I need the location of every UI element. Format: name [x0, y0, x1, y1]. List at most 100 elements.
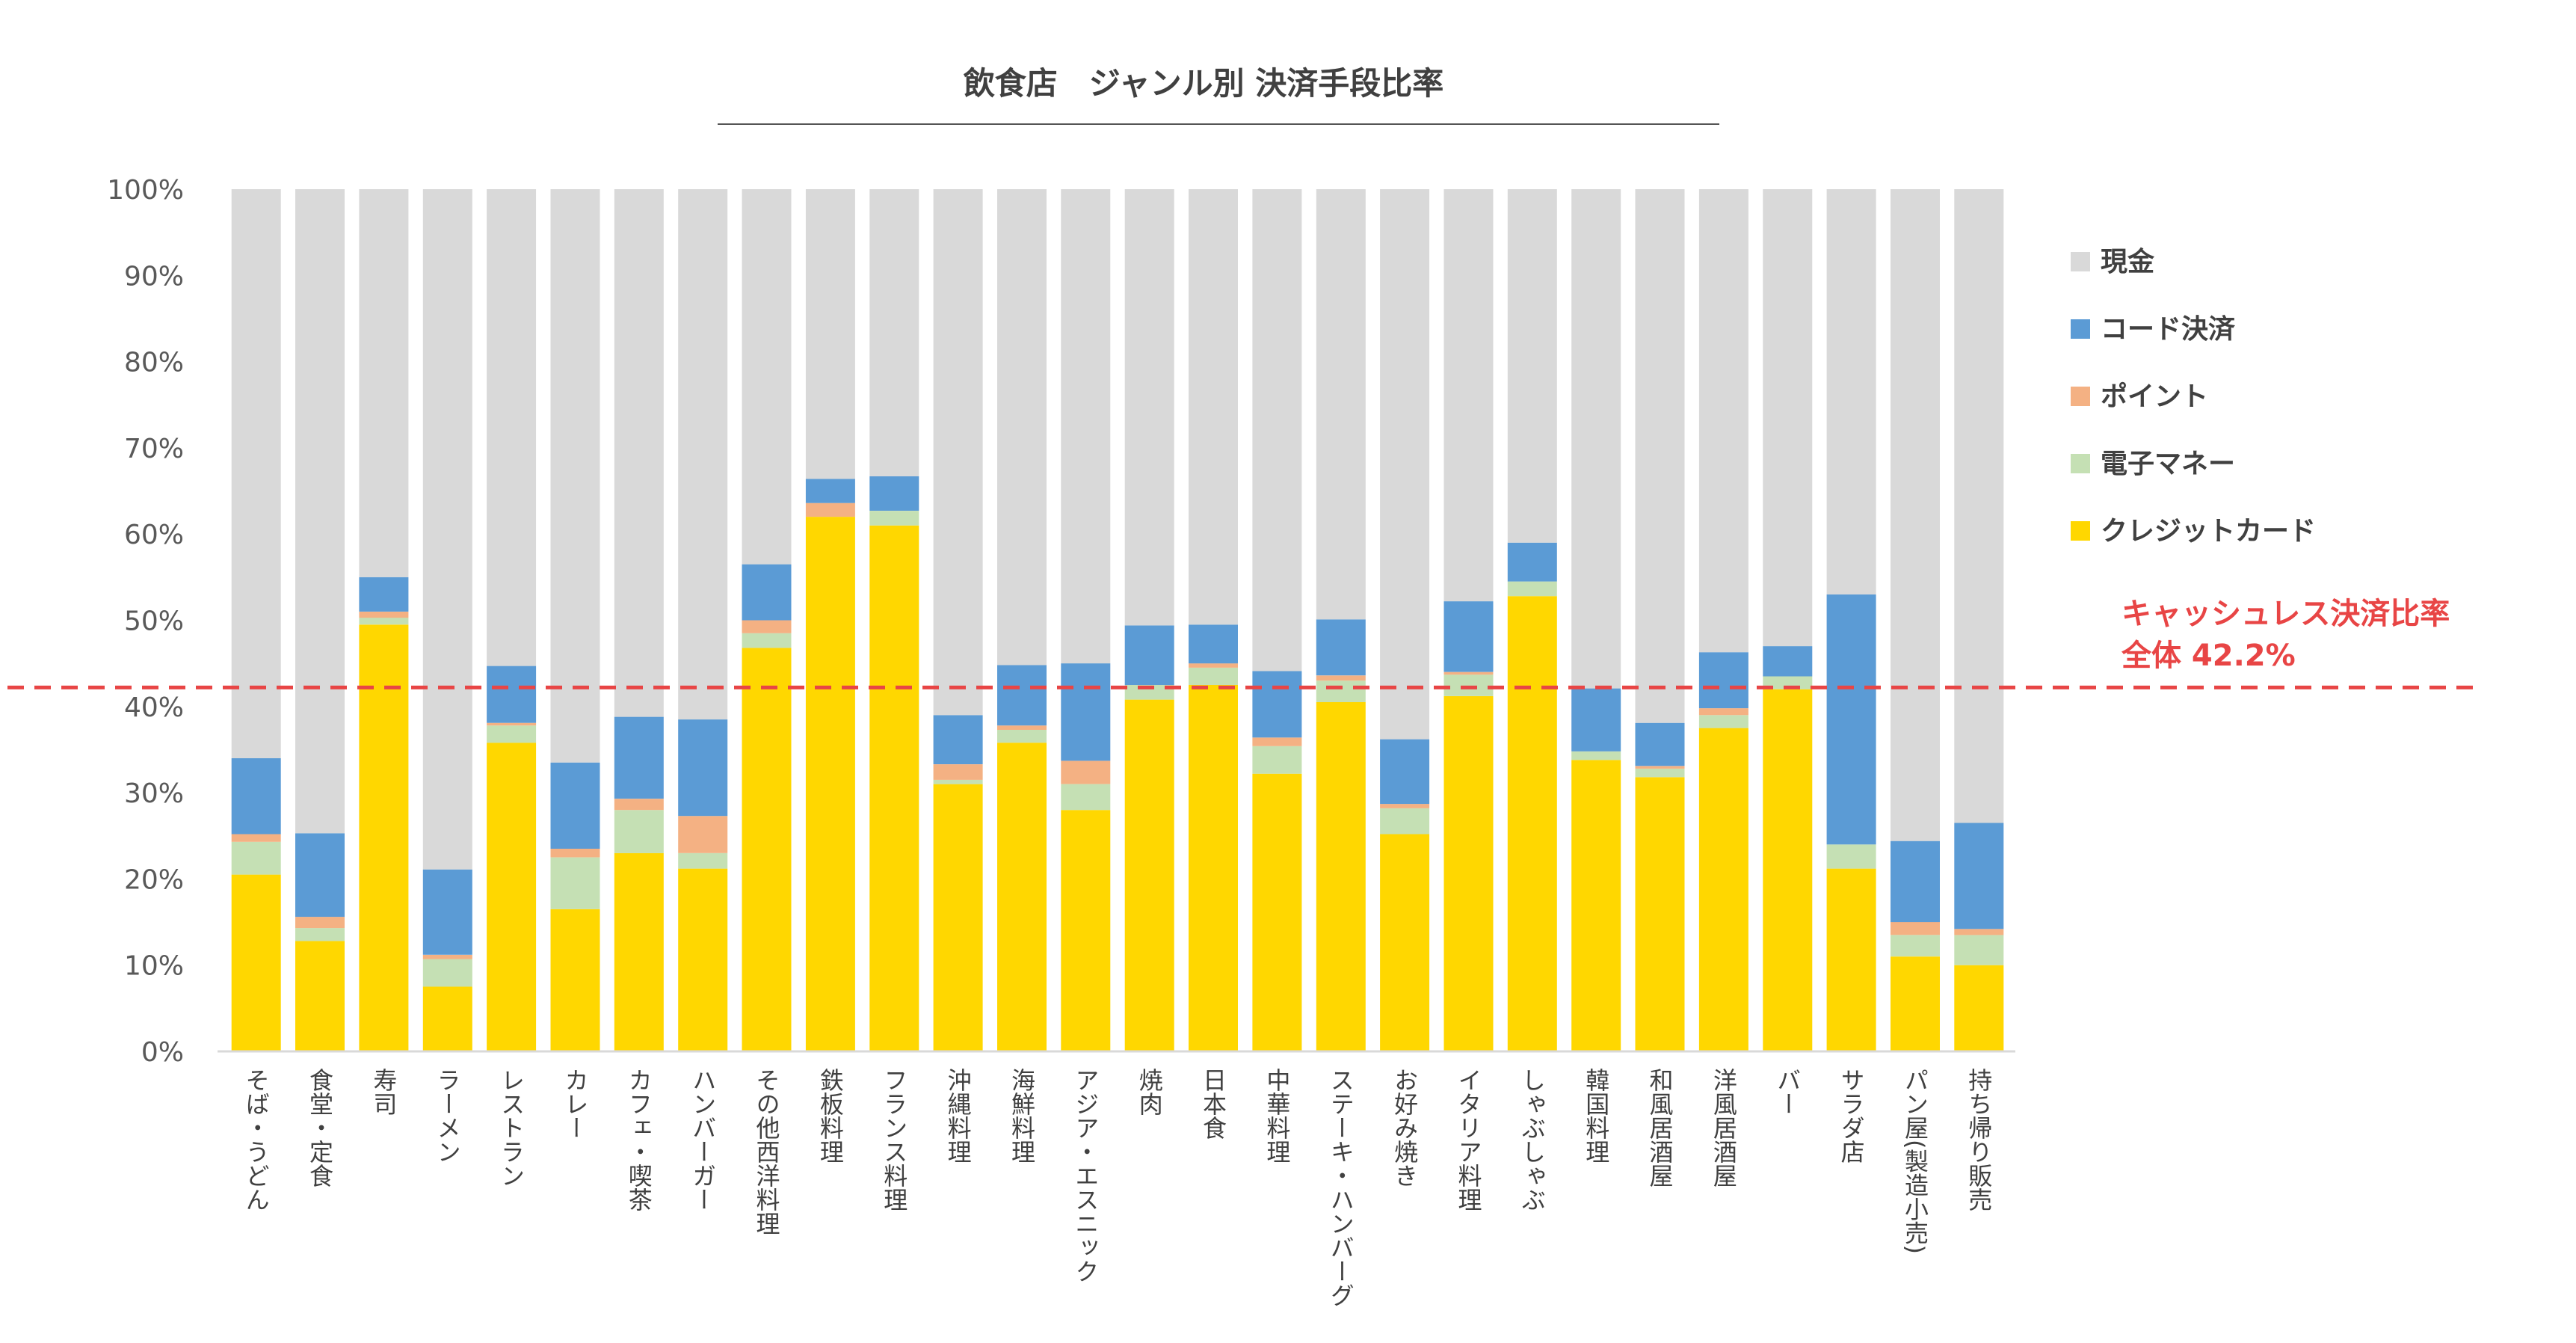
bar-segment-15-1: [1189, 667, 1238, 685]
bar-segment-0-3: [231, 758, 281, 835]
bar-segment-20-1: [1507, 581, 1557, 597]
x-tick-label: 焼肉: [1136, 1068, 1164, 1116]
x-tick-label: バー: [1773, 1068, 1802, 1116]
bar-segment-6-3: [614, 716, 664, 799]
bar-segment-9-4: [805, 189, 855, 479]
bar-segment-1-4: [295, 189, 345, 834]
x-tick-label: 中華料理: [1263, 1068, 1291, 1164]
bar-segment-17-1: [1316, 680, 1366, 702]
legend-label: コード決済: [2101, 314, 2235, 345]
bar-segment-18-4: [1380, 189, 1430, 740]
x-tick-label: サラダ店: [1837, 1068, 1866, 1164]
bar-segment-25-3: [1826, 594, 1876, 845]
bar-segment-6-2: [614, 799, 664, 811]
bar-segment-10-4: [869, 189, 919, 476]
y-tick-label: 30%: [124, 778, 184, 809]
bar-segment-5-3: [550, 762, 600, 849]
bar-segment-24-3: [1763, 646, 1813, 677]
chart-title: 飲食店 ジャンル別 決済手段比率: [964, 65, 1444, 102]
bar-segment-22-4: [1635, 189, 1685, 723]
bar-segment-7-0: [678, 868, 728, 1051]
x-tick-label: 持ち帰り販売: [1965, 1068, 1993, 1211]
bar-segment-27-1: [1954, 935, 2004, 965]
bar-segment-27-3: [1954, 823, 2004, 929]
bar-segment-3-1: [422, 959, 472, 987]
x-tick-label: 寿司: [369, 1068, 398, 1116]
x-tick-label: しゃぶしゃぶ: [1518, 1068, 1547, 1211]
y-tick-label: 80%: [124, 348, 184, 378]
bar-segment-15-2: [1189, 663, 1238, 668]
x-tick-label: 沖縄料理: [944, 1068, 973, 1164]
bar-segment-21-4: [1571, 189, 1621, 689]
bar-segment-8-4: [742, 189, 792, 565]
bar-segment-9-0: [805, 517, 855, 1051]
x-tick-label: パン屋(製造小売): [1901, 1068, 1929, 1254]
bar-segment-14-0: [1124, 699, 1174, 1051]
bar-segment-17-2: [1316, 675, 1366, 681]
bar-segment-2-0: [359, 624, 409, 1051]
y-tick-label: 70%: [124, 434, 184, 464]
bar-segment-26-0: [1891, 956, 1940, 1051]
y-tick-label: 10%: [124, 951, 184, 982]
bar-segment-13-4: [1061, 189, 1111, 664]
bar-segment-12-2: [997, 725, 1047, 730]
bar-segment-2-1: [359, 618, 409, 625]
legend-label: ポイント: [2101, 381, 2208, 412]
y-tick-label: 40%: [124, 692, 184, 723]
bar-segment-24-0: [1763, 689, 1813, 1051]
bar-segment-8-1: [742, 633, 792, 648]
x-tick-label: 和風居酒屋: [1646, 1068, 1674, 1187]
legend-label: 電子マネー: [2101, 449, 2235, 479]
y-tick-label: 100%: [107, 175, 184, 206]
bars-group: [231, 189, 2004, 1051]
bar-segment-9-2: [805, 503, 855, 517]
bar-segment-16-4: [1252, 189, 1302, 672]
bar-segment-15-4: [1189, 189, 1238, 625]
bar-segment-25-0: [1826, 868, 1876, 1051]
bar-segment-11-1: [933, 779, 983, 784]
legend-swatch: [2071, 252, 2090, 271]
bar-segment-4-2: [487, 722, 537, 726]
bar-segment-0-4: [231, 189, 281, 758]
bar-segment-4-0: [487, 743, 537, 1051]
bar-segment-10-3: [869, 476, 919, 511]
bar-segment-13-0: [1061, 810, 1111, 1051]
bar-segment-8-0: [742, 648, 792, 1051]
bar-segment-0-1: [231, 841, 281, 875]
bar-segment-5-1: [550, 857, 600, 909]
bar-segment-11-2: [933, 764, 983, 780]
bar-segment-6-1: [614, 810, 664, 853]
bar-segment-4-1: [487, 725, 537, 743]
bar-segment-5-4: [550, 189, 600, 763]
bar-segment-19-1: [1443, 674, 1494, 696]
bar-segment-17-0: [1316, 702, 1366, 1051]
x-tick-label: 鉄板料理: [816, 1068, 845, 1164]
bar-segment-23-2: [1698, 708, 1748, 716]
x-axis-labels: そば・うどん 食堂・定食 寿司 ラーメン レストラン カレー カフェ・喫茶 ハンバーガー その他…: [242, 1068, 1994, 1307]
x-tick-label: お好み焼き: [1390, 1068, 1419, 1187]
y-tick-label: 50%: [124, 606, 184, 637]
bar-segment-2-3: [359, 577, 409, 612]
bar-segment-10-1: [869, 511, 919, 526]
x-tick-label: カレー: [561, 1068, 590, 1140]
bar-segment-13-3: [1061, 663, 1111, 761]
bar-segment-1-3: [295, 833, 345, 918]
bar-segment-4-4: [487, 189, 537, 666]
bar-segment-3-2: [422, 954, 472, 959]
x-tick-label: レストラン: [497, 1068, 526, 1187]
bar-segment-18-1: [1380, 808, 1430, 835]
x-tick-label: 海鮮料理: [1008, 1068, 1036, 1164]
legend-swatch: [2071, 454, 2090, 473]
bar-segment-5-0: [550, 909, 600, 1051]
x-tick-label: 食堂・定食: [306, 1068, 334, 1187]
bar-segment-2-2: [359, 612, 409, 618]
bar-segment-15-0: [1189, 685, 1238, 1051]
bar-segment-14-1: [1124, 685, 1174, 700]
bar-segment-7-3: [678, 719, 728, 817]
bar-segment-7-1: [678, 852, 728, 869]
bar-segment-27-4: [1954, 189, 2004, 823]
bar-segment-3-4: [422, 189, 472, 870]
bar-segment-26-3: [1891, 840, 1940, 923]
